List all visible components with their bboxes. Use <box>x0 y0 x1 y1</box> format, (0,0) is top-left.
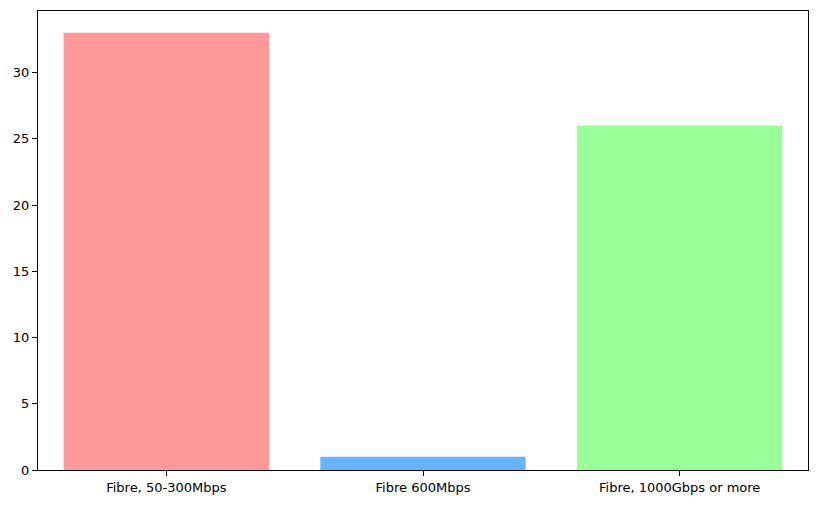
svg-text:Fibre, 50-300Mbps: Fibre, 50-300Mbps <box>106 480 226 495</box>
svg-text:5: 5 <box>21 396 29 411</box>
svg-text:10: 10 <box>13 330 30 345</box>
svg-text:0: 0 <box>21 463 29 478</box>
svg-text:30: 30 <box>13 65 30 80</box>
svg-text:25: 25 <box>13 131 30 146</box>
svg-text:Fibre 600Mbps: Fibre 600Mbps <box>376 480 471 495</box>
svg-text:Fibre, 1000Gbps or more: Fibre, 1000Gbps or more <box>599 480 760 495</box>
svg-text:15: 15 <box>13 264 30 279</box>
svg-text:20: 20 <box>13 198 30 213</box>
